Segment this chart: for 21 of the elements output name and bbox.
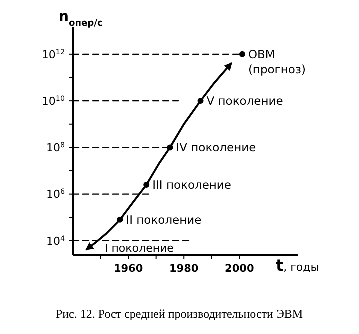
annotation: ОВМ (прогноз)	[248, 47, 306, 76]
text: Рис. 12. Рост средней производительности ЭВМ	[56, 307, 304, 321]
x-tick-label: 1960	[114, 263, 144, 275]
point	[117, 216, 124, 223]
y-tick-label: 10$^{10}$	[42, 93, 66, 108]
annotation: III поколение	[152, 178, 232, 192]
y-tick-label: 10$^{6}$	[46, 186, 66, 202]
annotation: II поколение	[126, 212, 202, 227]
point	[239, 51, 246, 58]
x-axis-title: t, годы	[276, 256, 320, 275]
y-tick-label: 10$^{12}$	[42, 46, 65, 62]
annotation: I поколение	[105, 242, 174, 255]
annotation: IV поколение	[176, 140, 256, 155]
point	[144, 182, 150, 188]
y-axis-title: n$_{опер/с}$	[59, 9, 103, 29]
y-tick-label: 10$^{4}$	[46, 233, 66, 248]
point	[198, 98, 204, 104]
annotation: V поколение	[206, 94, 284, 108]
y-tick-label: 10$^{8}$	[46, 140, 66, 155]
x-tick-label: 1980	[169, 263, 199, 275]
x-tick-label: 2000	[225, 263, 254, 275]
